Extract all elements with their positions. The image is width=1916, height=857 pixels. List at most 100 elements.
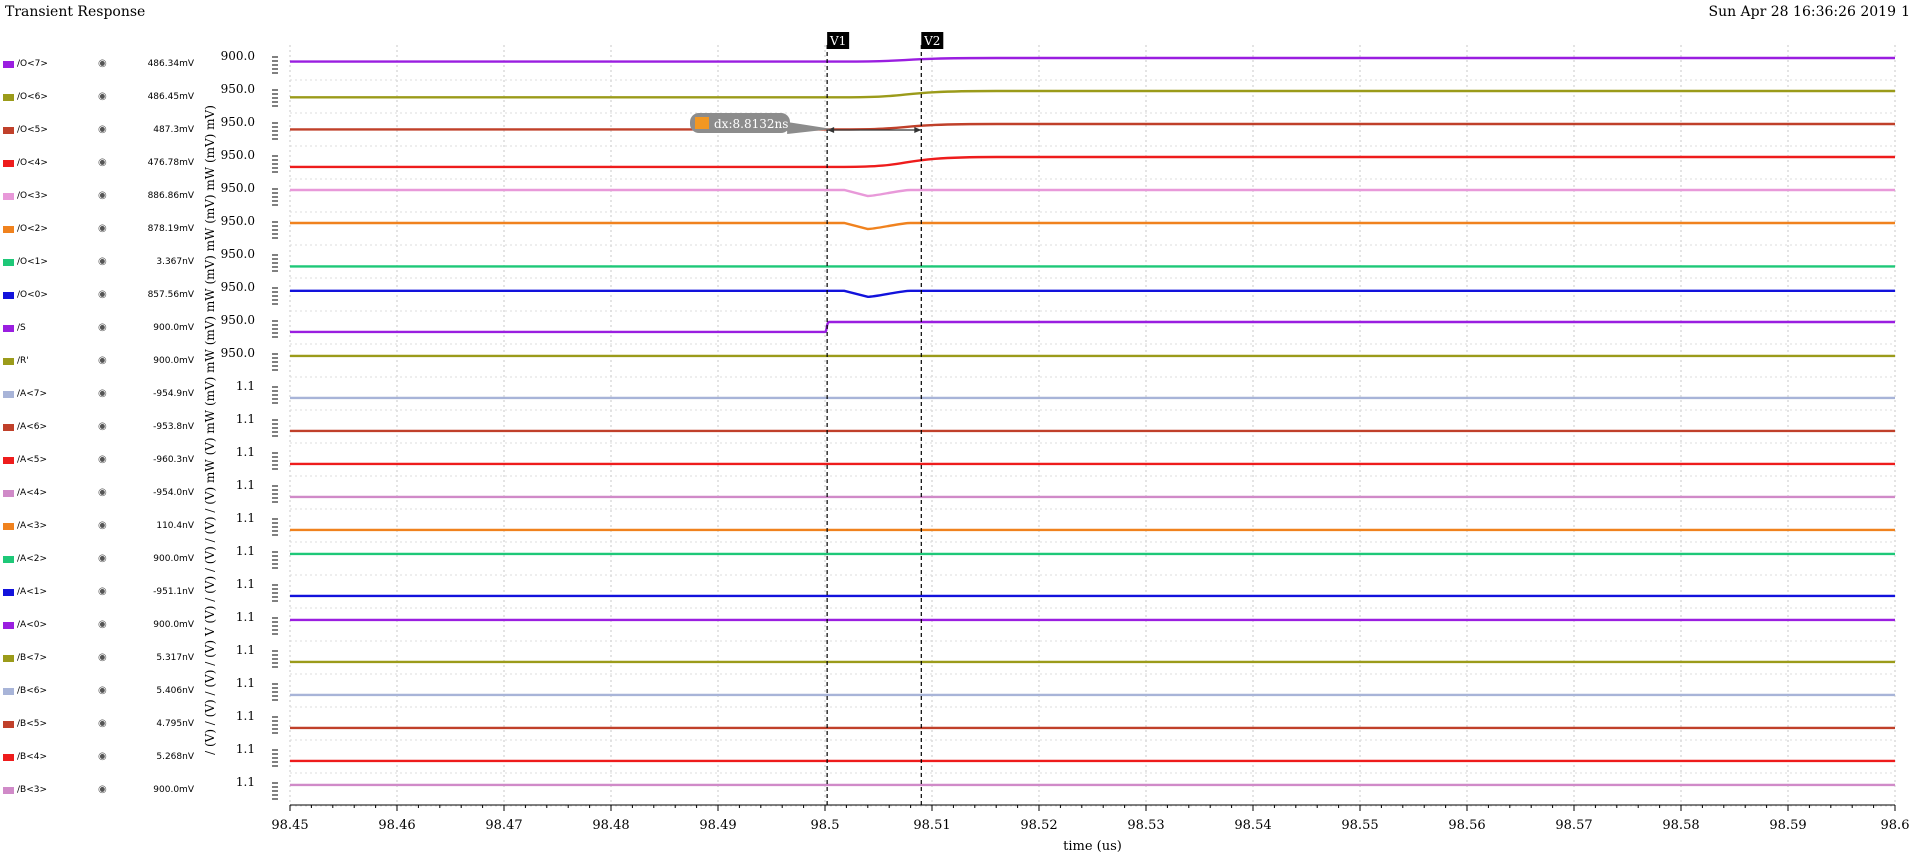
legend-entry[interactable]: /O<1> ◉ 3.367nV (0, 255, 200, 271)
eye-icon[interactable]: ◉ (98, 322, 107, 333)
legend-entry[interactable]: /S ◉ 900.0mV (0, 321, 200, 337)
eye-icon[interactable]: ◉ (98, 784, 107, 795)
legend-entry[interactable]: /B<4> ◉ 5.268nV (0, 750, 200, 766)
series-line-3 (290, 155, 1895, 169)
delta-arrow-left (827, 127, 835, 133)
legend-swatch (3, 391, 14, 398)
legend-swatch (3, 688, 14, 695)
eye-icon[interactable]: ◉ (98, 157, 107, 168)
legend-swatch (3, 622, 14, 629)
legend-entry[interactable]: /A<2> ◉ 900.0mV (0, 552, 200, 568)
legend-name: /R' (17, 356, 29, 366)
legend-swatch (3, 556, 14, 563)
legend-entry[interactable]: /B<6> ◉ 5.406nV (0, 684, 200, 700)
legend-entry[interactable]: /A<4> ◉ -954.0nV (0, 486, 200, 502)
eye-icon[interactable]: ◉ (98, 685, 107, 696)
y-tick-label: 950.0 (221, 247, 255, 261)
legend-entry[interactable]: /A<6> ◉ -953.8nV (0, 420, 200, 436)
legend-swatch (3, 226, 14, 233)
legend-entry[interactable]: /O<4> ◉ 476.78mV (0, 156, 200, 172)
legend-entry[interactable]: /O<7> ◉ 486.34mV (0, 57, 200, 73)
legend-name: /A<4> (17, 488, 47, 498)
x-tick-label: 98.52 (1020, 818, 1057, 833)
legend-name: /A<1> (17, 587, 47, 597)
y-tick-label: 900.0 (221, 49, 255, 63)
legend-entry[interactable]: /A<0> ◉ 900.0mV (0, 618, 200, 634)
eye-icon[interactable]: ◉ (98, 190, 107, 201)
v1-marker-label: V1 (829, 34, 846, 48)
eye-icon[interactable]: ◉ (98, 124, 107, 135)
eye-icon[interactable]: ◉ (98, 751, 107, 762)
y-tick-label: 950.0 (221, 214, 255, 228)
legend-value: -954.9nV (153, 389, 194, 399)
series-line-2 (290, 122, 1895, 131)
legend-name: /B<5> (17, 719, 48, 729)
eye-icon[interactable]: ◉ (98, 388, 107, 399)
eye-icon[interactable]: ◉ (98, 91, 107, 102)
legend-value: 857.56mV (147, 290, 194, 300)
eye-icon[interactable]: ◉ (98, 553, 107, 564)
legend-value: 5.406nV (156, 686, 194, 696)
x-tick-label: 98.49 (699, 818, 736, 833)
eye-icon[interactable]: ◉ (98, 355, 107, 366)
legend-swatch (3, 292, 14, 299)
x-tick-label: 98.58 (1662, 818, 1699, 833)
legend-swatch (3, 424, 14, 431)
y-tick-label: 1.1 (236, 544, 255, 558)
x-tick-label: 98.46 (378, 818, 415, 833)
y-tick-label: 950.0 (221, 82, 255, 96)
eye-icon[interactable]: ◉ (98, 58, 107, 69)
legend-entry[interactable]: /B<3> ◉ 900.0mV (0, 783, 200, 799)
page-number: 1 (1901, 4, 1910, 20)
eye-icon[interactable]: ◉ (98, 223, 107, 234)
legend-name: /A<7> (17, 389, 47, 399)
eye-icon[interactable]: ◉ (98, 718, 107, 729)
eye-icon[interactable]: ◉ (98, 520, 107, 531)
eye-icon[interactable]: ◉ (98, 586, 107, 597)
legend-entry[interactable]: /B<7> ◉ 5.317nV (0, 651, 200, 667)
eye-icon[interactable]: ◉ (98, 421, 107, 432)
eye-icon[interactable]: ◉ (98, 289, 107, 300)
legend-swatch (3, 127, 14, 134)
legend-entry[interactable]: /A<1> ◉ -951.1nV (0, 585, 200, 601)
legend-entry[interactable]: /A<5> ◉ -960.3nV (0, 453, 200, 469)
legend-swatch (3, 325, 14, 332)
legend-entry[interactable]: /A<7> ◉ -954.9nV (0, 387, 200, 403)
x-tick-label: 98.47 (485, 818, 522, 833)
legend-entry[interactable]: /O<6> ◉ 486.45mV (0, 90, 200, 106)
legend-value: 4.795nV (156, 719, 194, 729)
legend-value: 900.0mV (153, 554, 194, 564)
legend-swatch (3, 61, 14, 68)
legend-value: 878.19mV (147, 224, 194, 234)
eye-icon[interactable]: ◉ (98, 652, 107, 663)
legend-swatch (3, 259, 14, 266)
eye-icon[interactable]: ◉ (98, 454, 107, 465)
series-line-5 (290, 221, 1895, 231)
x-tick-label: 98.48 (592, 818, 629, 833)
eye-icon[interactable]: ◉ (98, 619, 107, 630)
delta-pointer (787, 122, 833, 134)
legend-name: /S (17, 323, 26, 333)
legend-value: 110.4nV (156, 521, 194, 531)
eye-icon[interactable]: ◉ (98, 256, 107, 267)
legend-name: /B<4> (17, 752, 48, 762)
legend-entry[interactable]: /O<0> ◉ 857.56mV (0, 288, 200, 304)
delta-badge (690, 113, 790, 133)
y-tick-label: 950.0 (221, 115, 255, 129)
y-tick-label: 950.0 (221, 181, 255, 195)
y-tick-label: 1.1 (236, 511, 255, 525)
legend-value: 487.3mV (153, 125, 194, 135)
legend-name: /O<0> (17, 290, 48, 300)
legend-entry[interactable]: /B<5> ◉ 4.795nV (0, 717, 200, 733)
legend-name: /B<6> (17, 686, 48, 696)
legend-swatch (3, 160, 14, 167)
eye-icon[interactable]: ◉ (98, 487, 107, 498)
y-axis-label: / (V) / (V) / (V) / (V) V (V) / (V) / (V… (203, 105, 217, 755)
legend-entry[interactable]: /O<2> ◉ 878.19mV (0, 222, 200, 238)
legend-entry[interactable]: /A<3> ◉ 110.4nV (0, 519, 200, 535)
x-tick-label: 98.56 (1448, 818, 1485, 833)
legend-entry[interactable]: /O<3> ◉ 886.86mV (0, 189, 200, 205)
legend-entry[interactable]: /O<5> ◉ 487.3mV (0, 123, 200, 139)
legend-entry[interactable]: /R' ◉ 900.0mV (0, 354, 200, 370)
